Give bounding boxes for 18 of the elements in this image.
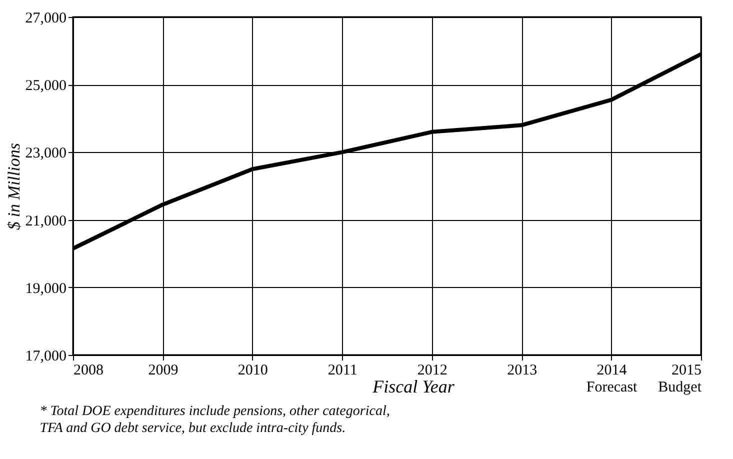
x-tick-label: 2009 [148, 362, 178, 378]
y-tick-label: 25,000 [25, 78, 66, 94]
y-tick-label: 17,000 [25, 348, 66, 364]
y-tick-label: 21,000 [25, 213, 66, 230]
y-tick-label: 27,000 [25, 10, 66, 26]
x-tick-label: 2014 Forecast [586, 362, 638, 396]
y-tick-label: 19,000 [25, 280, 66, 297]
x-tick-label: 2012 [417, 362, 448, 378]
text: * Total DOE expenditures include pensions, other categorical, [40, 404, 390, 419]
y-axis-title: $ in Millions [4, 142, 24, 230]
x-axis-title: Fiscal Year [372, 376, 456, 396]
x-tick-label: 2013 [507, 362, 538, 378]
x-tick-label: 2011 [328, 362, 358, 378]
text: TFA and GO debt service, but exclude intra-city funds. [40, 421, 346, 436]
x-tick-label: 2010 [238, 362, 268, 378]
x-tick-label: 2015 Budget [658, 362, 702, 396]
y-tick-label: 23,000 [25, 146, 66, 162]
x-tick-label: 2008 [74, 362, 104, 378]
